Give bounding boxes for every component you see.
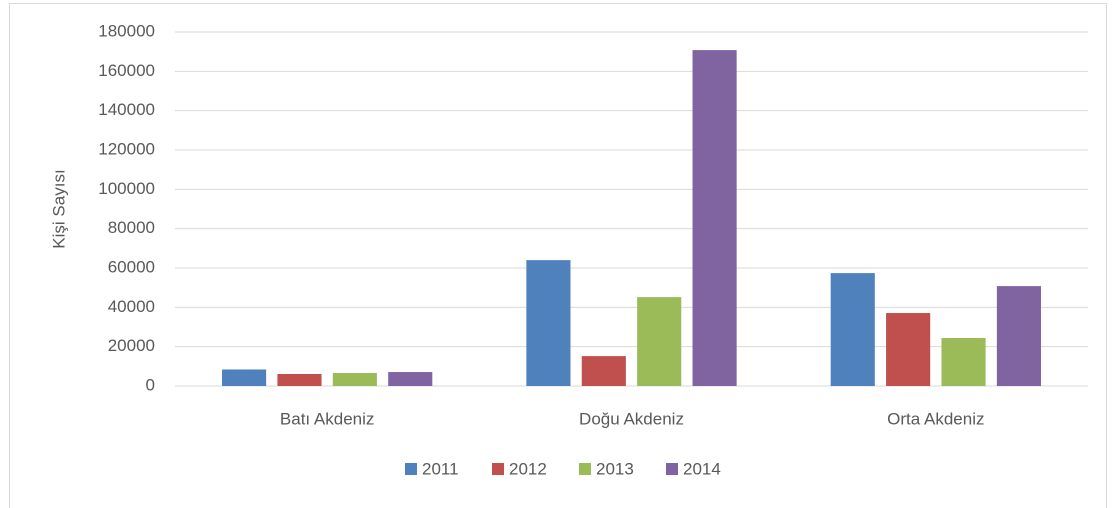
bar xyxy=(581,356,626,386)
x-tick-label: Orta Akdeniz xyxy=(887,409,984,428)
bar xyxy=(222,369,267,386)
bar xyxy=(637,297,682,386)
legend-swatch xyxy=(405,463,417,475)
y-tick-label: 40000 xyxy=(108,297,155,316)
y-tick-label: 80000 xyxy=(108,218,155,237)
legend-swatch xyxy=(666,463,678,475)
bar xyxy=(692,50,737,387)
y-tick-label: 180000 xyxy=(98,21,155,40)
bar xyxy=(941,338,986,386)
x-tick-label: Doğu Akdeniz xyxy=(579,409,684,428)
y-tick-label: 140000 xyxy=(98,100,155,119)
legend-label: 2014 xyxy=(683,459,721,478)
bar xyxy=(332,373,377,386)
y-tick-label: 100000 xyxy=(98,179,155,198)
y-axis-title: Kişi Sayısı xyxy=(49,169,68,248)
legend-label: 2013 xyxy=(596,459,634,478)
legend-label: 2011 xyxy=(422,459,459,478)
x-tick-label: Batı Akdeniz xyxy=(280,409,375,428)
bar xyxy=(830,273,875,386)
bar xyxy=(388,372,433,386)
y-tick-label: 120000 xyxy=(98,139,155,158)
y-tick-label: 20000 xyxy=(108,336,155,355)
y-tick-label: 60000 xyxy=(108,257,155,276)
bar xyxy=(277,374,322,386)
y-tick-label: 160000 xyxy=(98,61,155,80)
y-tick-label: 0 xyxy=(146,375,155,394)
bar xyxy=(886,313,931,386)
bar xyxy=(996,286,1041,386)
bar xyxy=(526,260,571,386)
chart-frame xyxy=(9,3,1107,508)
legend-swatch xyxy=(579,463,591,475)
legend-label: 2012 xyxy=(509,459,547,478)
legend-swatch xyxy=(492,463,504,475)
